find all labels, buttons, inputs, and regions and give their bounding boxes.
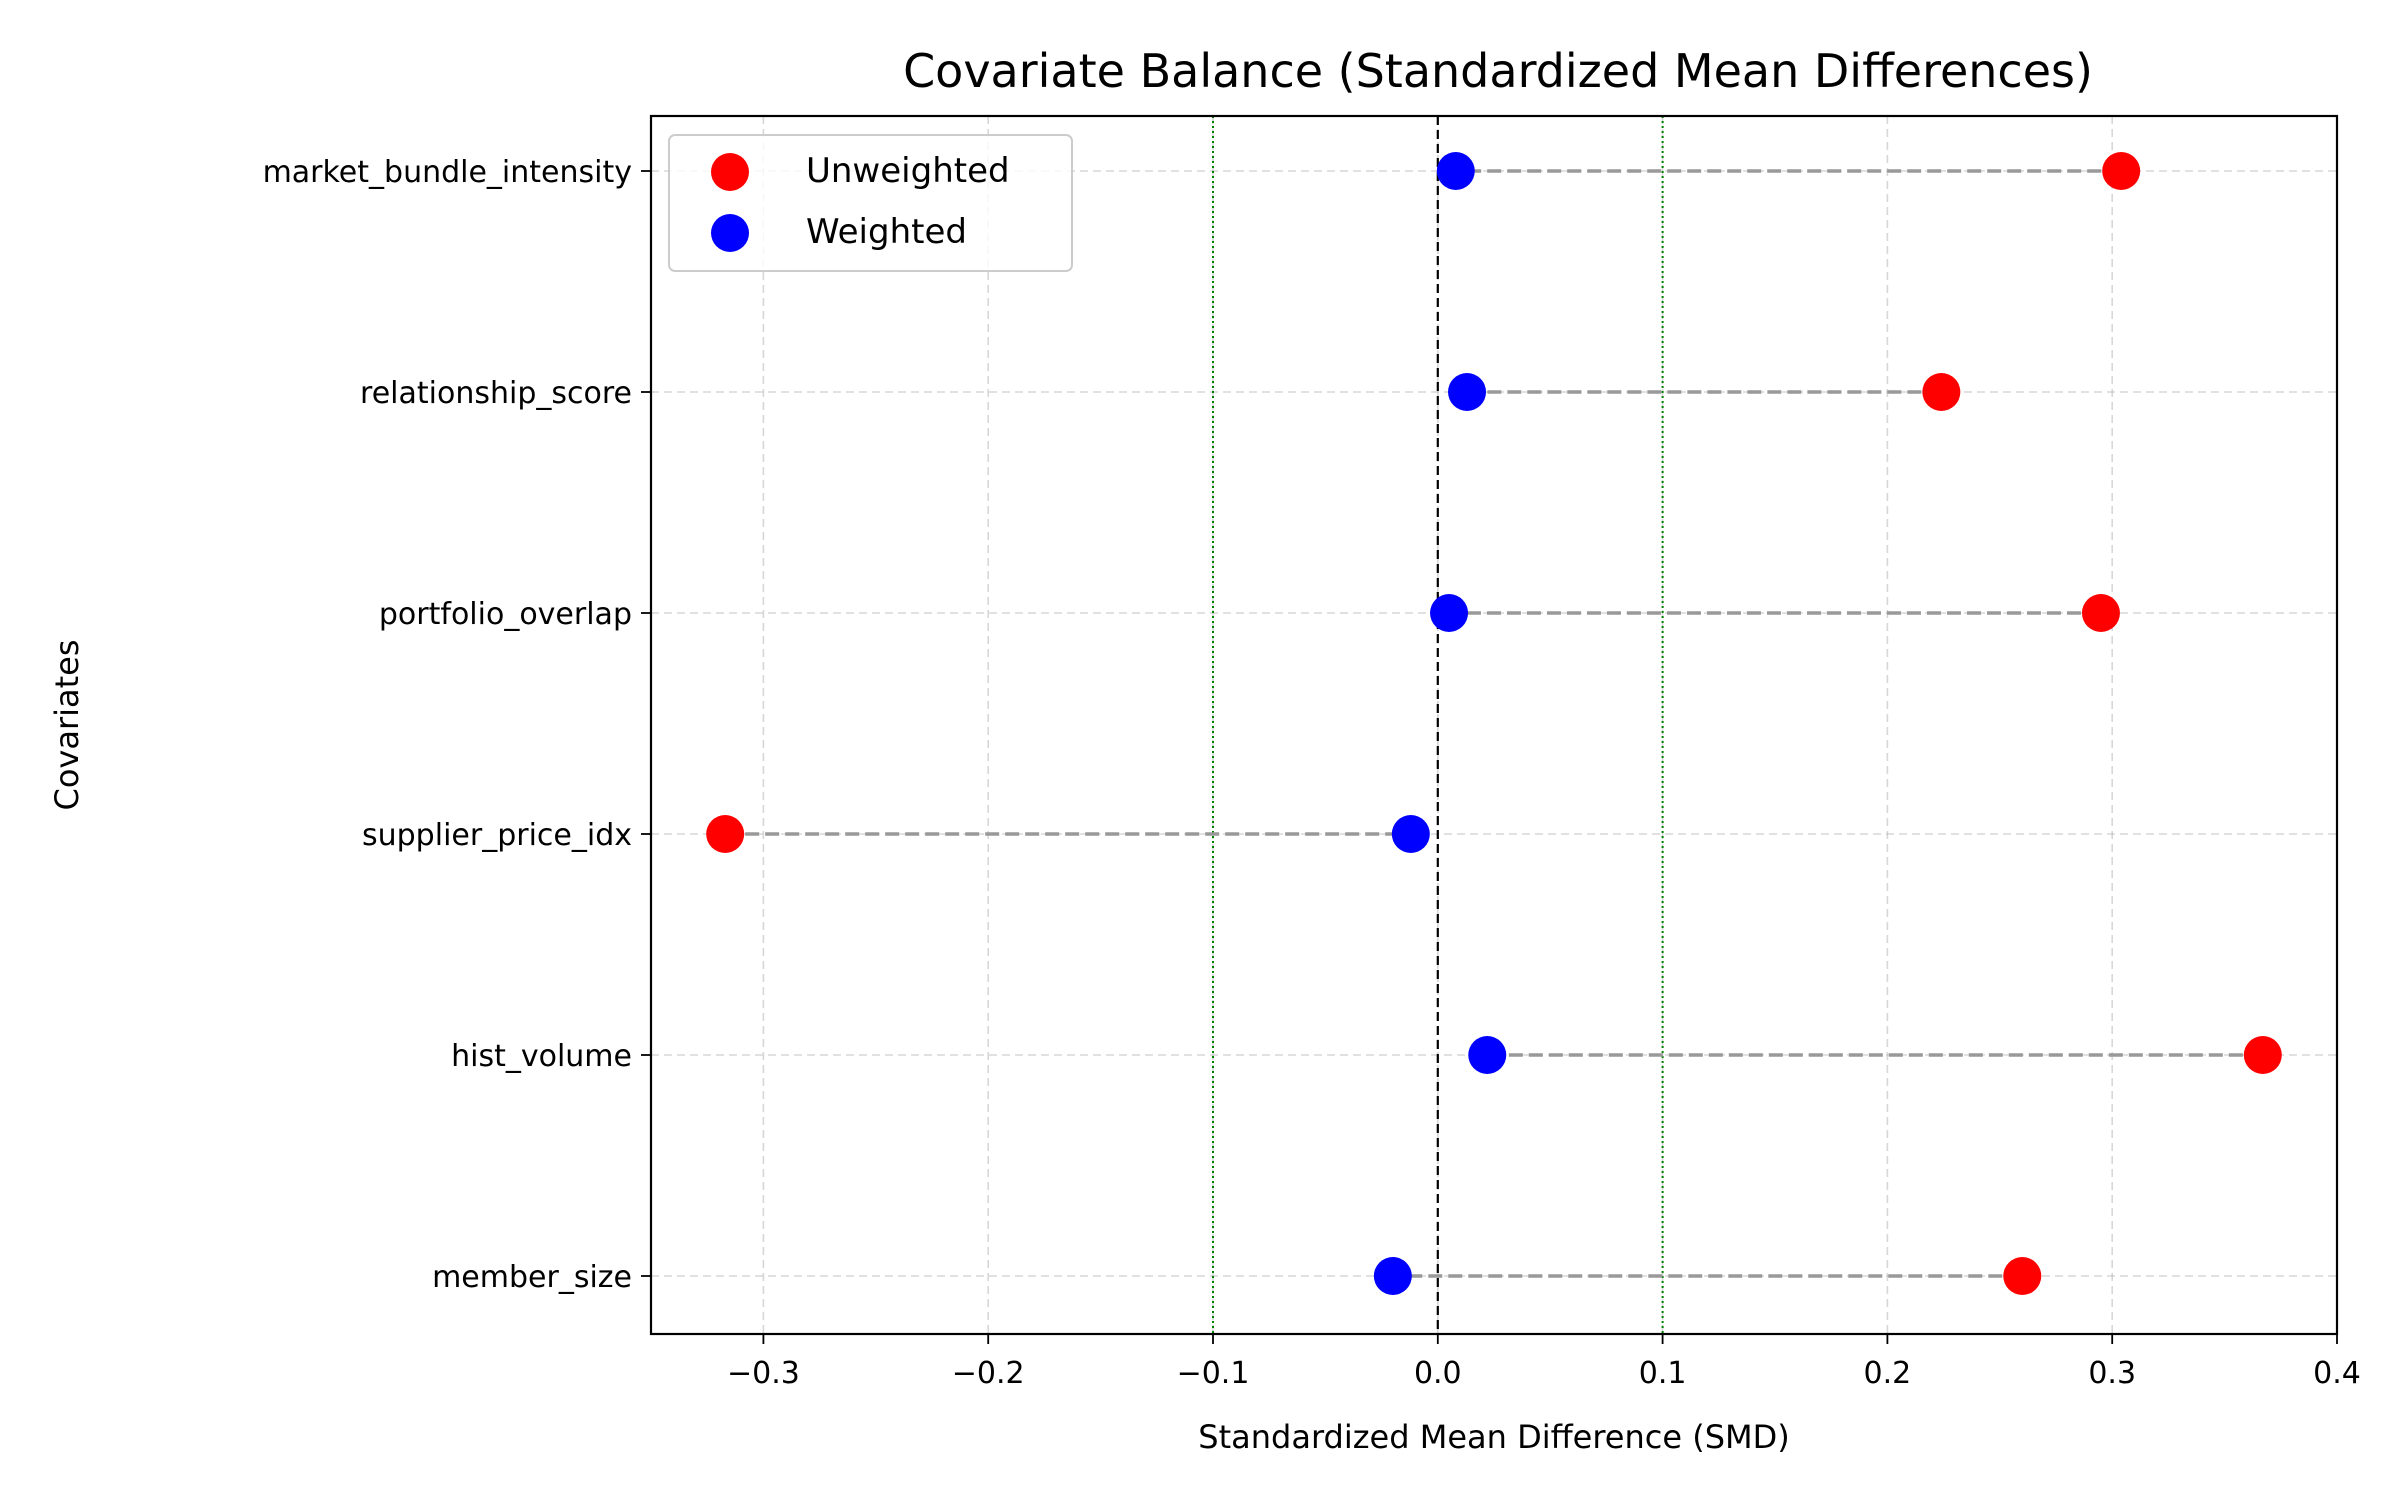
- y-axis-ticks: market_bundle_intensity relationship_scor…: [263, 155, 651, 1295]
- y-tick-label: relationship_score: [360, 376, 632, 411]
- x-tick-label: 0.1: [1639, 1356, 1687, 1391]
- point-unweighted: [1922, 373, 1961, 411]
- y-tick-label: hist_volume: [451, 1039, 632, 1074]
- y-tick-label: member_size: [432, 1260, 632, 1295]
- point-unweighted: [2003, 1257, 2042, 1295]
- y-tick-label: supplier_price_idx: [362, 818, 632, 853]
- plot-frame: [649, 114, 2339, 1336]
- point-weighted: [1373, 1257, 1412, 1295]
- x-tick-label: 0.0: [1414, 1356, 1462, 1391]
- x-axis-label: Standardized Mean Difference (SMD): [1198, 1418, 1789, 1456]
- legend-marker-weighted: [711, 214, 749, 252]
- x-tick-label: 0.2: [1864, 1356, 1912, 1391]
- point-unweighted: [2102, 152, 2141, 190]
- legend-label-unweighted: Unweighted: [806, 151, 1010, 191]
- legend-label-weighted: Weighted: [806, 212, 967, 252]
- data-points: [706, 152, 2282, 1295]
- y-tick-label: portfolio_overlap: [379, 597, 632, 632]
- y-tick-label: market_bundle_intensity: [263, 155, 632, 190]
- point-weighted: [1391, 815, 1430, 853]
- legend: Unweighted Weighted: [668, 134, 1073, 272]
- x-tick-label: −0.2: [952, 1356, 1025, 1391]
- x-tick-label: −0.1: [1177, 1356, 1250, 1391]
- point-weighted: [1430, 594, 1469, 632]
- reference-lines: [1212, 116, 1664, 1334]
- point-unweighted: [2243, 1036, 2282, 1074]
- y-axis-label: Covariates: [48, 639, 86, 810]
- x-tick-label: 0.4: [2313, 1356, 2361, 1391]
- grid-lines: [651, 116, 2338, 1334]
- connector-lines: [725, 169, 2263, 1278]
- point-weighted: [1448, 373, 1487, 411]
- point-weighted: [1468, 1036, 1507, 1074]
- legend-frame: [668, 134, 1073, 272]
- x-tick-label: 0.3: [2088, 1356, 2136, 1391]
- point-unweighted: [2081, 594, 2120, 632]
- point-weighted: [1436, 152, 1475, 190]
- legend-marker-unweighted: [711, 153, 749, 191]
- chart-title: Covariate Balance (Standardized Mean Dif…: [903, 44, 2093, 98]
- x-axis-ticks: −0.3 −0.2 −0.1 0.0 0.1 0.2 0.3 0.4: [727, 1334, 2361, 1391]
- x-tick-label: −0.3: [727, 1356, 800, 1391]
- point-unweighted: [706, 815, 745, 853]
